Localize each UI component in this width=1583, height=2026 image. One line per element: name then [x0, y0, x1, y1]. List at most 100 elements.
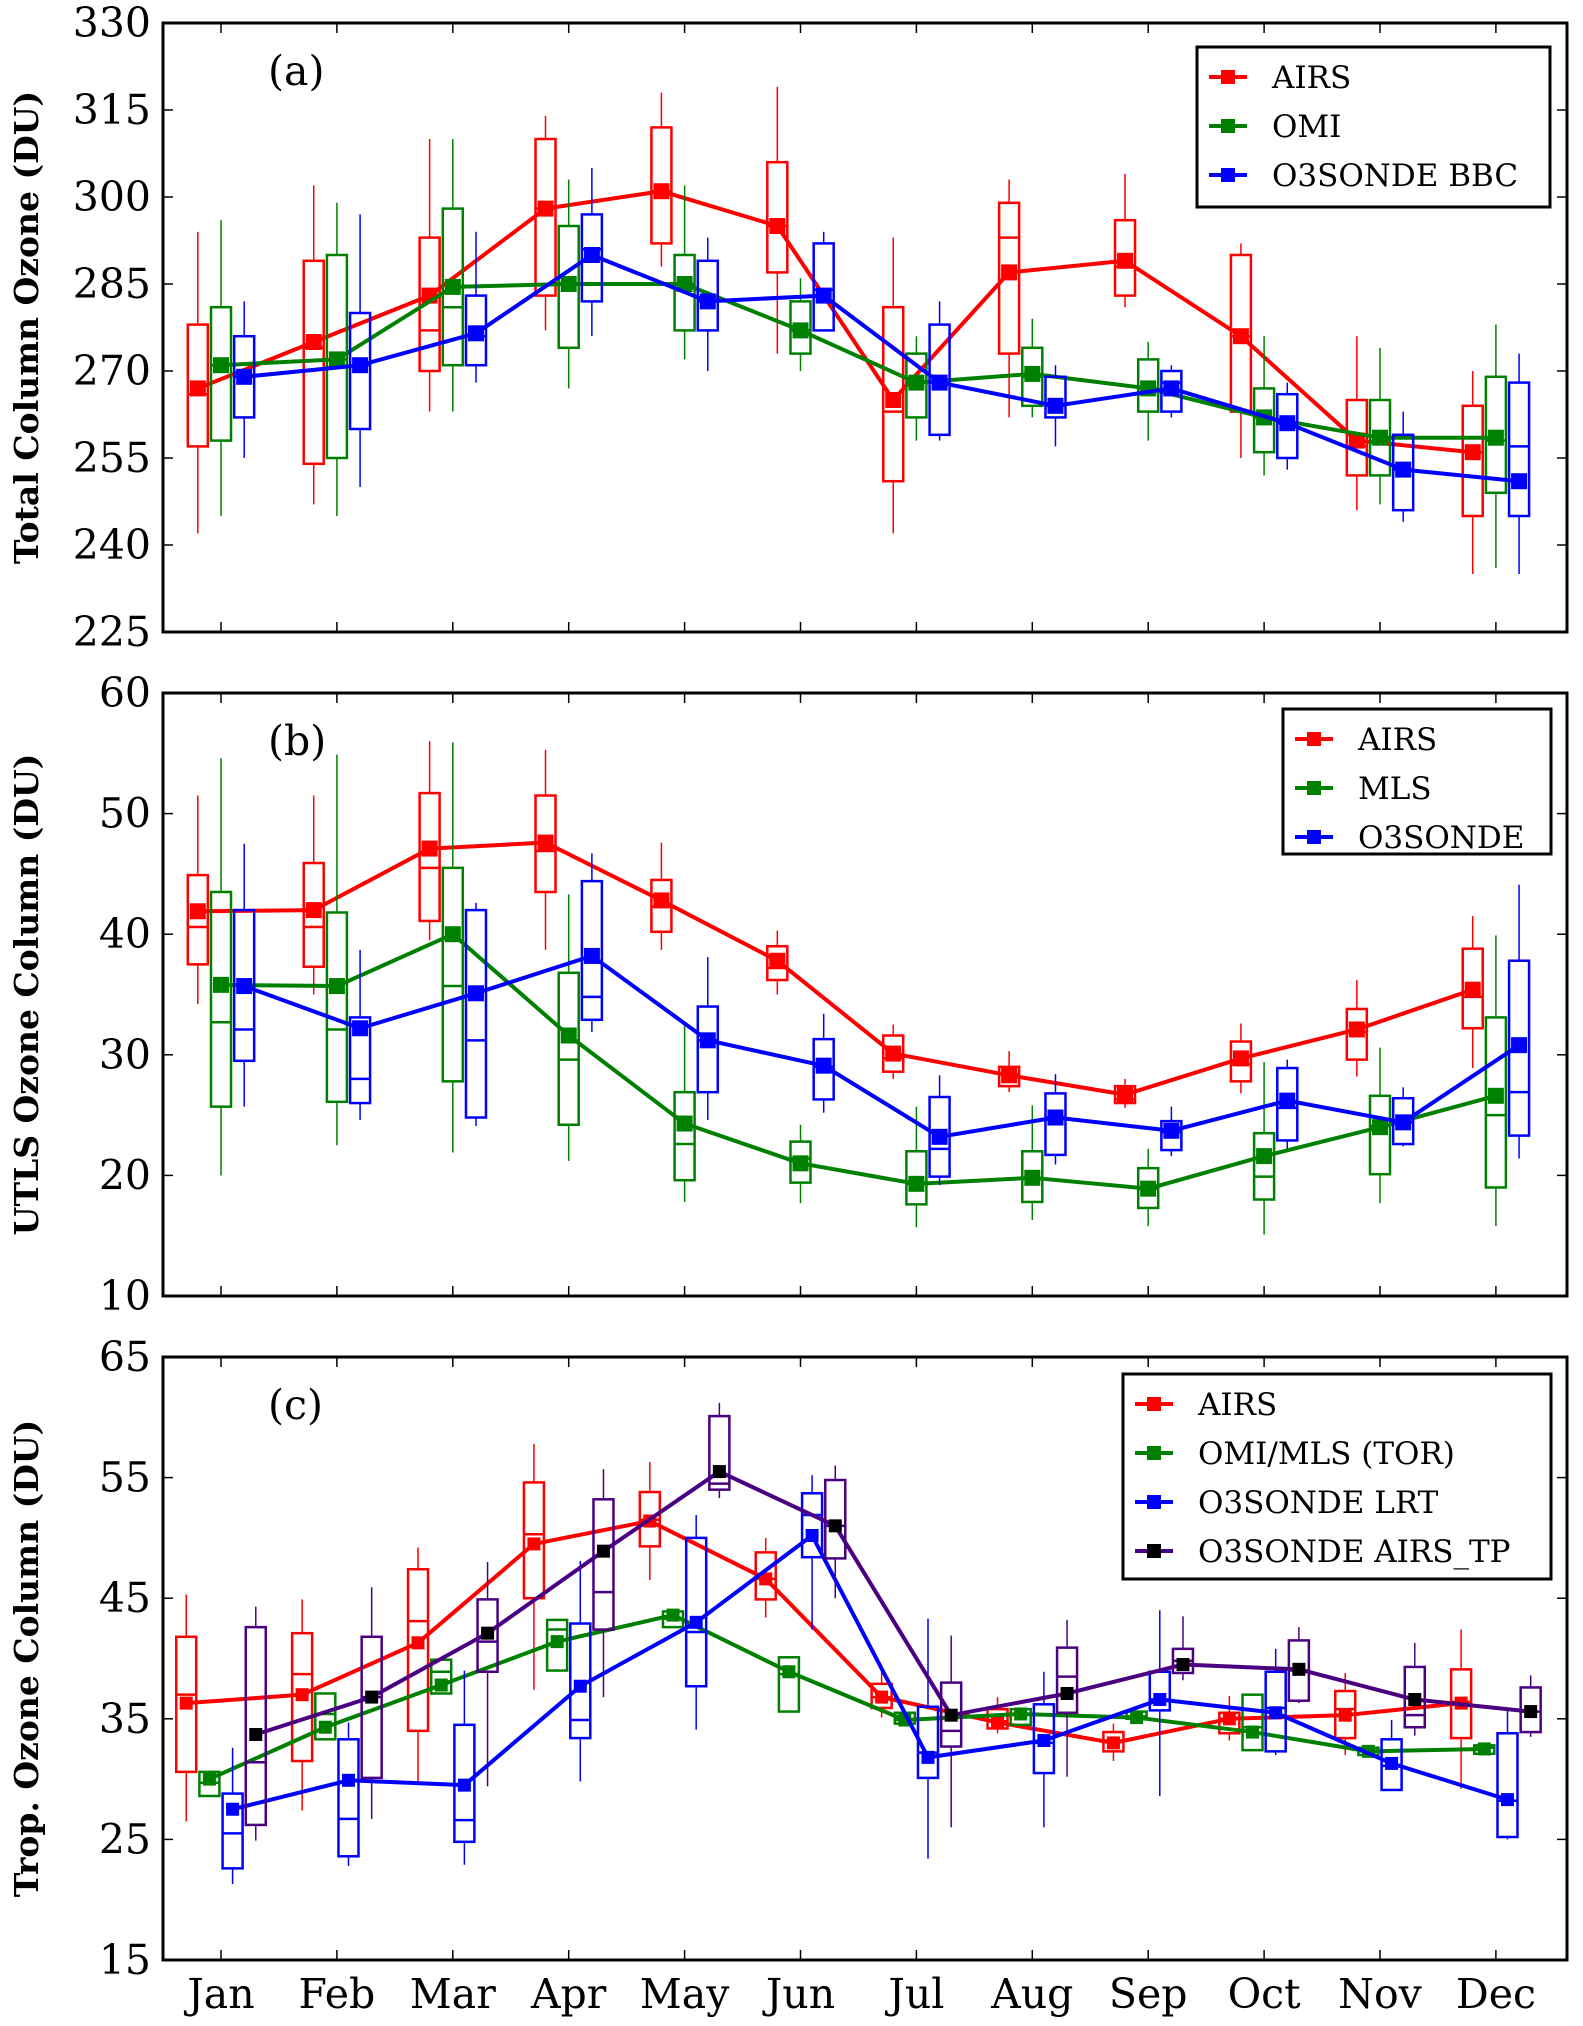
y-tick-label: 240: [73, 521, 151, 569]
mean-marker: [1117, 252, 1134, 269]
mean-marker: [676, 276, 693, 292]
legend-box: [1121, 1372, 1553, 1581]
mean-marker: [908, 374, 925, 391]
box: [777, 1656, 801, 1713]
panel-label: (b): [268, 717, 326, 765]
series-line: [243, 253, 1520, 484]
mean-marker: [1395, 1114, 1412, 1131]
legend-marker-swatch: [1221, 168, 1235, 182]
box: [418, 236, 441, 373]
mean-marker: [1385, 1756, 1399, 1770]
mean-marker: [560, 1027, 577, 1044]
mean-marker: [318, 1720, 332, 1734]
mean-marker: [1269, 1706, 1283, 1720]
mean-marker: [583, 247, 600, 263]
mean-marker: [712, 1465, 726, 1479]
mean-marker: [991, 1715, 1005, 1729]
mean-marker: [1395, 461, 1412, 478]
x-tick-label: Apr: [530, 1970, 607, 2018]
mean-marker: [467, 325, 484, 342]
mean-marker: [365, 1690, 379, 1704]
mean-marker: [226, 1802, 240, 1816]
mean-marker: [1256, 1148, 1273, 1165]
legend-label: OMI/MLS (TOR): [1198, 1436, 1455, 1472]
mean-marker: [236, 978, 253, 995]
mean-marker: [1232, 328, 1249, 345]
box: [881, 305, 905, 483]
box: [348, 1016, 372, 1105]
mean-marker: [1338, 1708, 1352, 1722]
series-omi-mls-tor-: [198, 1608, 1496, 1798]
box: [1345, 1007, 1369, 1061]
mean-marker: [328, 978, 345, 995]
mean-marker: [931, 1128, 948, 1145]
x-tick-label: Sep: [1109, 1970, 1188, 2018]
series-line: [197, 189, 1473, 455]
mean-marker: [1477, 1742, 1491, 1756]
x-tick-label: Jan: [183, 1970, 254, 2018]
y-tick-label: 30: [99, 1031, 151, 1079]
mean-marker: [875, 1690, 889, 1704]
box: [580, 879, 604, 1022]
series-line: [220, 932, 1497, 1191]
mean-marker: [699, 1032, 716, 1049]
series-airs: [174, 1443, 1473, 1822]
mean-marker: [1176, 1658, 1190, 1672]
x-tick-label: Aug: [990, 1970, 1073, 2018]
mean-marker: [1279, 415, 1296, 432]
y-tick-label: 255: [73, 434, 151, 482]
box: [557, 971, 580, 1126]
legend-label: O3SONDE AIRS_TP: [1198, 1534, 1511, 1570]
x-tick-label: May: [640, 1970, 730, 2018]
legend: AIRS OMI/MLS (TOR) O3SONDE LRT O3SONDE AIRS…: [1121, 1372, 1553, 1581]
mean-marker: [305, 902, 322, 919]
legend-label: MLS: [1358, 771, 1432, 807]
mean-marker: [202, 1772, 216, 1786]
y-tick-label: 315: [73, 86, 151, 134]
mean-marker: [189, 380, 206, 397]
y-tick-label: 45: [99, 1574, 151, 1622]
series-o3sonde-lrt: [221, 1475, 1519, 1885]
mean-marker: [537, 200, 554, 217]
mean-marker: [653, 892, 670, 909]
y-tick-label: 20: [99, 1151, 151, 1199]
mean-marker: [1163, 380, 1180, 397]
mean-marker: [769, 952, 786, 969]
x-tick-label: Oct: [1228, 1970, 1302, 2018]
mean-marker: [1047, 1109, 1064, 1126]
legend-item: O3SONDE LRT: [1135, 1485, 1439, 1521]
mean-marker: [699, 293, 716, 310]
box: [1368, 1094, 1392, 1176]
mean-marker: [908, 1175, 925, 1192]
mean-marker: [1348, 1021, 1365, 1038]
box: [789, 1140, 812, 1184]
box: [348, 311, 372, 431]
x-tick-label: Mar: [410, 1970, 496, 2018]
mean-marker: [792, 1155, 809, 1172]
mean-marker: [189, 903, 206, 920]
mean-marker: [1232, 1050, 1249, 1067]
y-tick-label: 285: [73, 260, 151, 308]
box: [232, 908, 256, 1063]
box: [673, 1090, 696, 1182]
mean-marker: [1001, 264, 1018, 281]
legend-box: [1195, 45, 1552, 209]
mean-marker: [352, 357, 369, 374]
legend-item: O3SONDE AIRS_TP: [1135, 1534, 1511, 1570]
box: [812, 242, 835, 332]
box: [708, 1414, 731, 1491]
mean-marker: [1163, 1122, 1180, 1139]
mean-marker: [1279, 1092, 1296, 1109]
box: [1507, 381, 1531, 518]
box: [464, 908, 488, 1119]
legend-label: AIRS: [1271, 60, 1351, 96]
mean-marker: [1130, 1711, 1144, 1725]
mean-marker: [596, 1544, 610, 1558]
series-line: [197, 840, 1474, 1097]
panel-label: (c): [268, 1381, 323, 1429]
mean-marker: [1060, 1686, 1074, 1700]
legend: AIRS OMI O3SONDE BBC: [1195, 45, 1552, 209]
box: [476, 1598, 499, 1674]
mean-marker: [885, 1045, 902, 1062]
box: [1461, 947, 1484, 1030]
